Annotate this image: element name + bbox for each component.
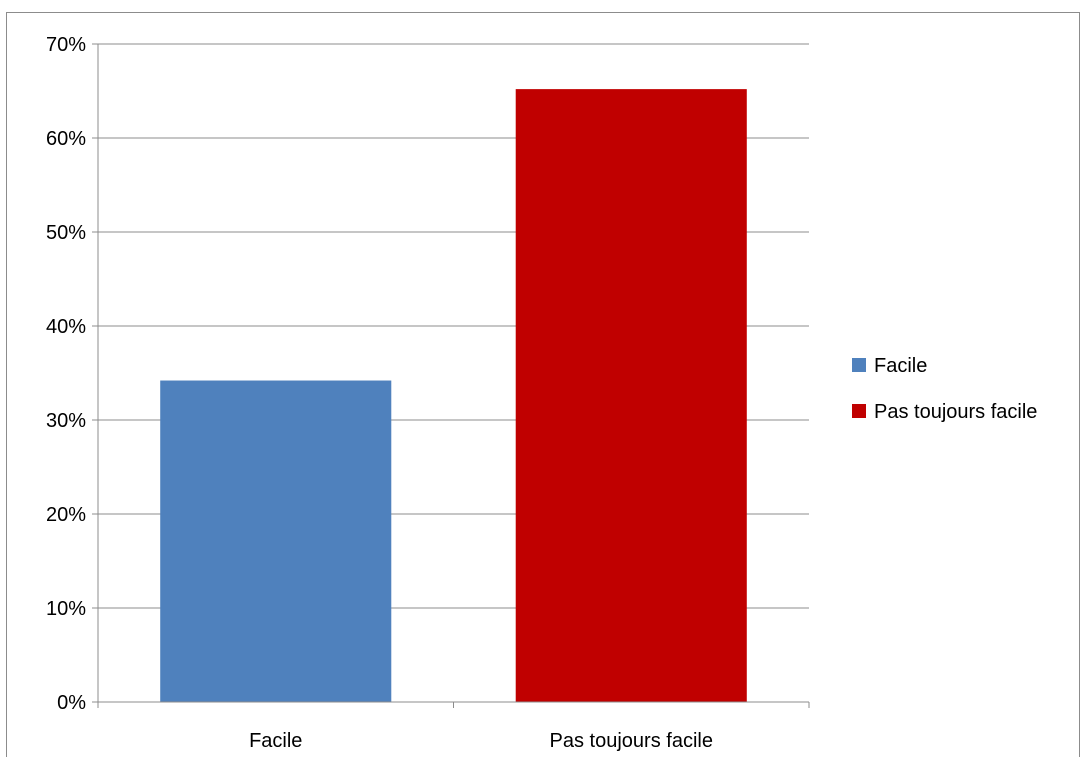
y-tick-label: 60% xyxy=(46,128,86,150)
legend-swatch xyxy=(852,358,866,372)
y-tick-label: 10% xyxy=(46,598,86,620)
x-tick-label: Pas toujours facile xyxy=(550,730,713,752)
bars xyxy=(160,89,747,703)
bar-facile xyxy=(160,380,392,702)
legend-label: Facile xyxy=(874,355,927,377)
legend-swatch xyxy=(852,404,866,418)
y-tick-label: 50% xyxy=(46,222,86,244)
y-tick-label: 20% xyxy=(46,504,86,526)
bar-pas-toujours-facile xyxy=(515,89,747,703)
y-tick-label: 0% xyxy=(57,692,86,714)
x-tick-label: Facile xyxy=(249,730,302,752)
legend-label: Pas toujours facile xyxy=(874,401,1037,423)
axes xyxy=(92,44,810,708)
y-tick-label: 70% xyxy=(46,34,86,56)
y-axis-tick-labels: 0% 10% 20% 30% 40% 50% 60% 70% xyxy=(46,34,86,714)
y-tick-label: 40% xyxy=(46,316,86,338)
legend: Facile Pas toujours facile xyxy=(852,355,1037,423)
chart-frame xyxy=(6,12,1080,757)
x-axis-tick-labels: Facile Pas toujours facile xyxy=(249,730,713,752)
y-tick-label: 30% xyxy=(46,410,86,432)
